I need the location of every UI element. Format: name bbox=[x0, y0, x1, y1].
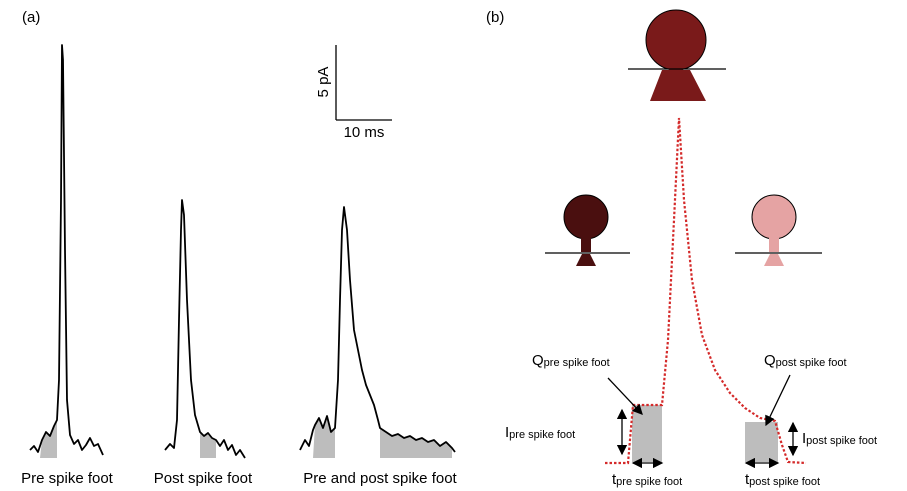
annotation: Ipost spike foot bbox=[802, 430, 877, 447]
annotation: tpre spike foot bbox=[612, 471, 682, 488]
shaded-area bbox=[200, 432, 216, 458]
symbol: t bbox=[745, 471, 750, 488]
panel-label: (a) bbox=[22, 9, 40, 26]
trace-label: Post spike foot bbox=[154, 470, 253, 487]
annotation: Ipre spike foot bbox=[505, 424, 575, 441]
trace bbox=[29, 44, 104, 456]
symbol: Q bbox=[764, 352, 776, 369]
scale-label: 5 pA bbox=[315, 67, 332, 98]
subscript: pre spike foot bbox=[509, 429, 575, 441]
shaded-area bbox=[632, 405, 662, 462]
scale-label: 10 ms bbox=[344, 124, 385, 141]
trace-label: Pre and post spike foot bbox=[303, 470, 457, 487]
shaded-area bbox=[745, 422, 778, 462]
subscript: pre spike foot bbox=[544, 357, 610, 369]
neuron-post bbox=[735, 194, 822, 266]
symbol: I bbox=[802, 430, 806, 447]
subscript: post spike foot bbox=[806, 435, 877, 447]
neuron-pre bbox=[545, 194, 630, 266]
symbol: Q bbox=[532, 352, 544, 369]
subscript: pre spike foot bbox=[616, 476, 682, 488]
shaded-area bbox=[380, 428, 452, 458]
annotation: Qpost spike foot bbox=[764, 352, 847, 369]
arrow bbox=[607, 377, 643, 415]
model-curve bbox=[605, 117, 807, 465]
arrow bbox=[765, 374, 791, 427]
trace bbox=[299, 206, 456, 453]
panel-label: (b) bbox=[486, 9, 504, 26]
neuron-large bbox=[628, 9, 726, 101]
annotation: Qpre spike foot bbox=[532, 352, 610, 369]
annotation: tpost spike foot bbox=[745, 471, 820, 488]
symbol: t bbox=[612, 471, 617, 488]
symbol: I bbox=[505, 424, 509, 441]
trace-label: Pre spike foot bbox=[21, 470, 114, 487]
subscript: post spike foot bbox=[749, 476, 820, 488]
subscript: post spike foot bbox=[776, 357, 847, 369]
trace bbox=[164, 199, 246, 459]
